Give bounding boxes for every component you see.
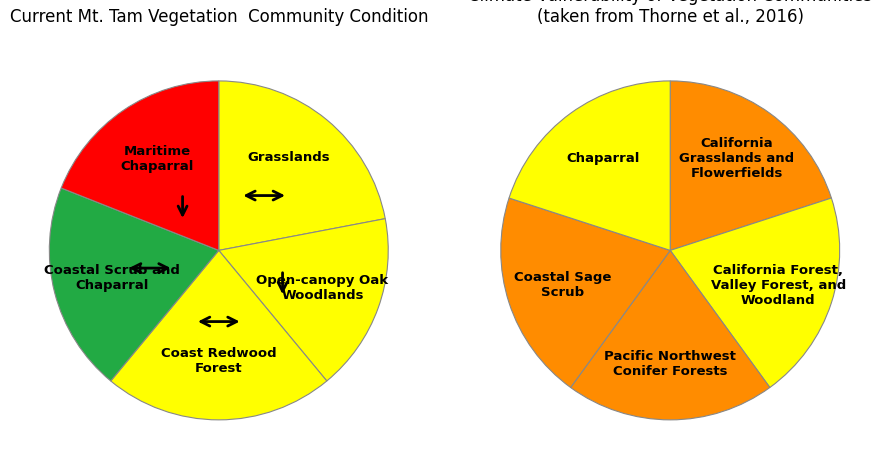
Text: Pacific Northwest
Conifer Forests: Pacific Northwest Conifer Forests (605, 350, 736, 378)
Wedge shape (49, 188, 219, 381)
Text: Grasslands: Grasslands (248, 150, 331, 164)
Wedge shape (509, 81, 670, 250)
Wedge shape (219, 218, 388, 381)
Text: Open-canopy Oak
Woodlands: Open-canopy Oak Woodlands (256, 274, 388, 302)
Text: Chaparral: Chaparral (567, 152, 640, 165)
Text: California
Grasslands and
Flowerfields: California Grasslands and Flowerfields (679, 137, 795, 180)
Text: Coast Redwood
Forest: Coast Redwood Forest (161, 347, 276, 375)
Text: California Forest,
Valley Forest, and
Woodland: California Forest, Valley Forest, and Wo… (710, 264, 845, 307)
Wedge shape (111, 250, 327, 420)
Text: Coastal Scrub and
Chaparral: Coastal Scrub and Chaparral (44, 264, 180, 292)
Wedge shape (670, 198, 840, 387)
Title: Climate Vulnerability of Vegetation Communities
(taken from Thorne et al., 2016): Climate Vulnerability of Vegetation Comm… (469, 0, 872, 26)
Wedge shape (670, 81, 831, 250)
Wedge shape (61, 81, 219, 250)
Wedge shape (219, 81, 385, 250)
Wedge shape (501, 198, 670, 387)
Text: Maritime
Chaparral: Maritime Chaparral (120, 145, 194, 173)
Wedge shape (571, 250, 770, 420)
Title: Current Mt. Tam Vegetation  Community Condition: Current Mt. Tam Vegetation Community Con… (10, 8, 428, 26)
Text: Coastal Sage
Scrub: Coastal Sage Scrub (514, 271, 611, 299)
